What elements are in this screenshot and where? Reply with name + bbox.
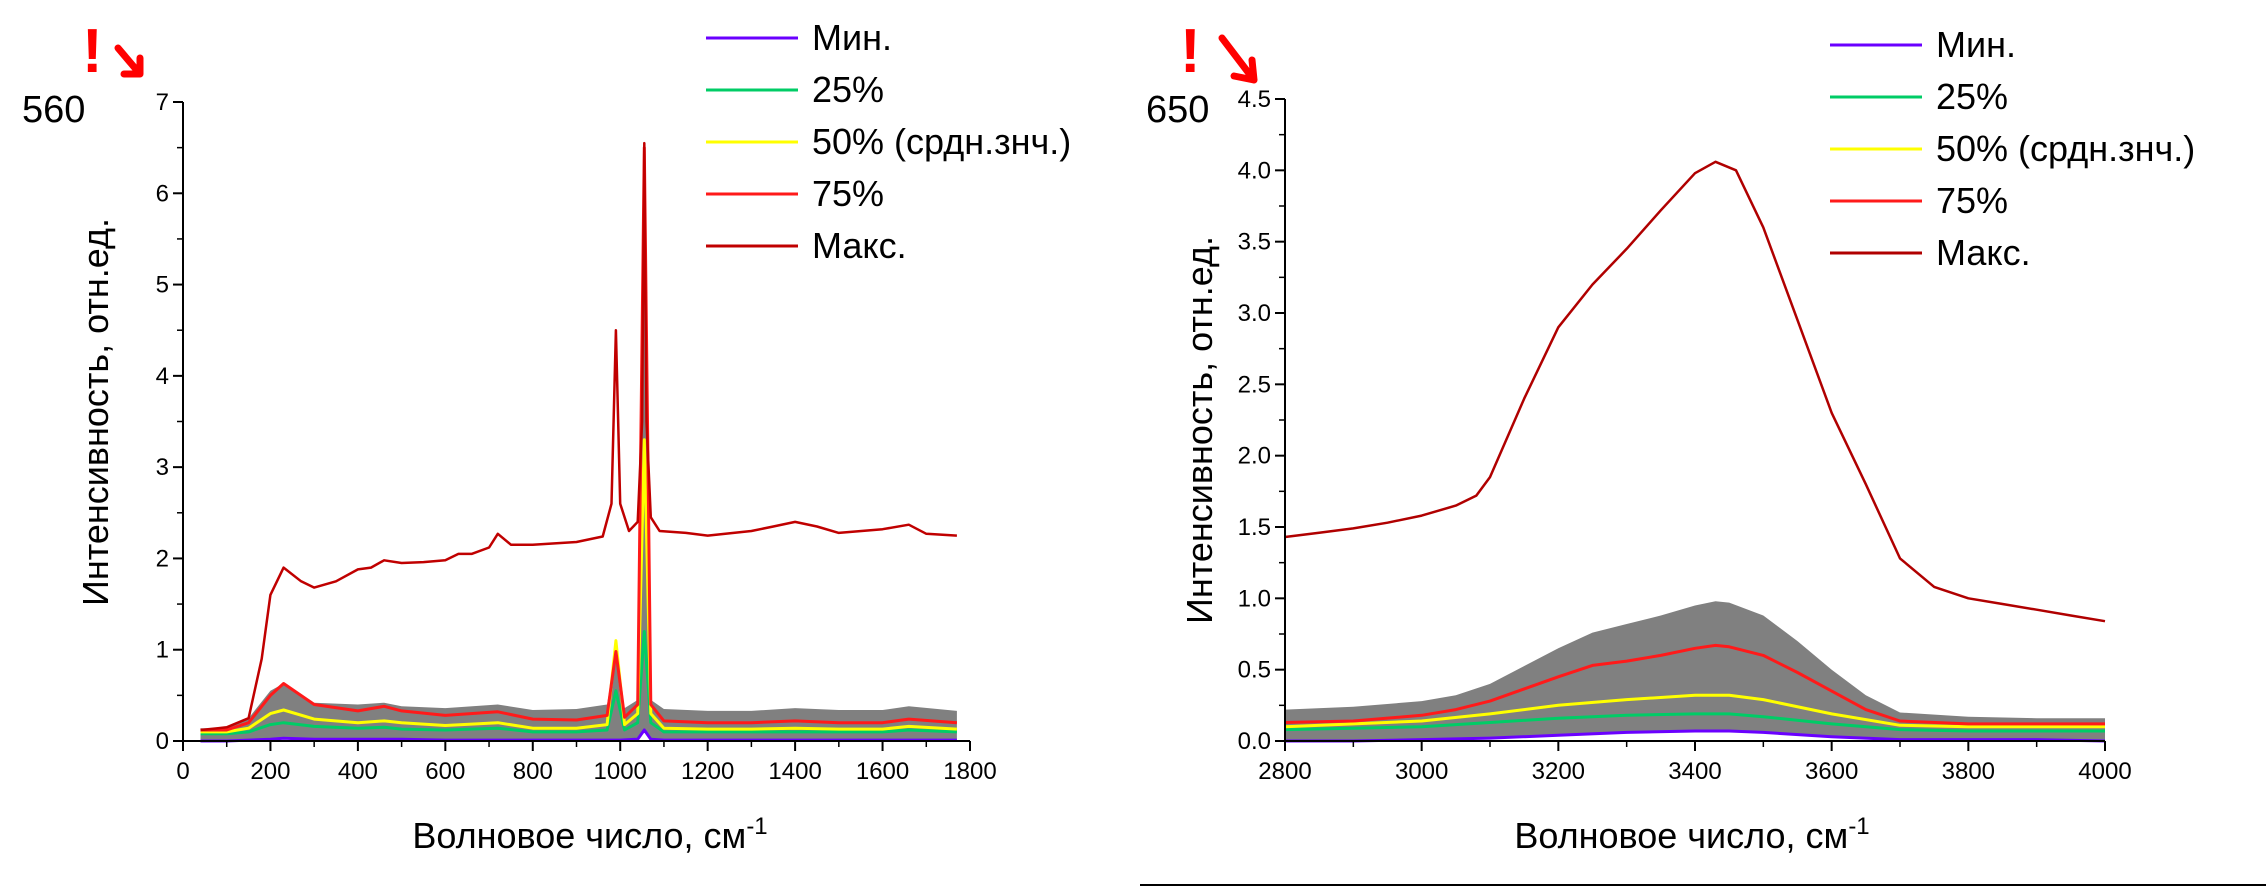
x-tick-label-left: 1400 [768, 758, 821, 785]
y-tick-label-left: 1 [156, 637, 169, 664]
legend-label-1-right: 25% [1936, 76, 2008, 117]
x-tick-label-left: 1000 [594, 758, 647, 785]
x-tick-label-right: 3000 [1395, 758, 1448, 785]
x-tick-label-left: 800 [513, 758, 553, 785]
red-arrow-icon-left [114, 44, 144, 78]
y-tick-label-right: 2.0 [1238, 443, 1271, 470]
x-axis-label-right: Волновое число, см-1 [1514, 813, 1869, 856]
x-tick-label-left: 600 [425, 758, 465, 785]
y-tick-label-right: 3.5 [1238, 229, 1271, 256]
y-tick-label-right: 4.0 [1238, 157, 1271, 184]
series-line-2-left [200, 438, 957, 734]
percentile-band-right [1285, 601, 2105, 741]
legend-label-0-right: Мин. [1936, 24, 2016, 65]
y-tick-label-left: 0 [156, 728, 169, 755]
x-tick-label-right: 4000 [2078, 758, 2131, 785]
x-axis-label-sup-left: -1 [746, 813, 767, 840]
exclamation-mark-left: ! [82, 17, 103, 86]
x-axis-label-text-left: Волновое число, см [412, 815, 746, 856]
x-tick-label-right: 3800 [1942, 758, 1995, 785]
series-line-3-left [200, 146, 958, 732]
chart-right: 0.0 0.5 1.0 1.5 2.0 2.5 3.0 3.5 4.0 4.5 2800 3000 32… [1146, 17, 2195, 856]
y-tick-label-left: 7 [156, 89, 169, 116]
x-tick-label-left: 400 [338, 758, 378, 785]
y-tick-label-right: 1.5 [1238, 514, 1271, 541]
legend-label-4-left: Макс. [812, 225, 907, 266]
legend-label-3-right: 75% [1936, 180, 2008, 221]
x-tick-label-right: 3400 [1668, 758, 1721, 785]
y-tick-label-right: 0.5 [1238, 657, 1271, 684]
series-line-1-right [1284, 712, 2105, 733]
series-line-4-left [200, 141, 957, 732]
x-tick-label-left: 1600 [856, 758, 909, 785]
x-tick-label-left: 200 [250, 758, 290, 785]
y-axis-label-right: Интенсивность, отн.ед. [1179, 236, 1220, 624]
y-tick-label-left: 6 [156, 180, 169, 207]
x-axis-label-sup-right: -1 [1848, 813, 1869, 840]
x-tick-label-right: 2800 [1258, 758, 1311, 785]
legend-label-3-left: 75% [812, 173, 884, 214]
y-tick-label-left: 4 [156, 363, 169, 390]
x-tick-label-left: 1800 [943, 758, 996, 785]
legend-label-2-right: 50% (срдн.знч.) [1936, 128, 2195, 169]
y-tick-label-left: 5 [156, 272, 169, 299]
y-tick-label-left: 2 [156, 545, 169, 572]
y-axis-label-left: Интенсивность, отн.ед. [75, 218, 116, 606]
corner-label-left: 560 [22, 89, 85, 131]
x-tick-label-left: 1200 [681, 758, 734, 785]
series-line-3-right [1284, 643, 2105, 726]
series-line-1-left [200, 630, 957, 736]
red-arrow-icon-right [1218, 34, 1258, 84]
y-tick-label-right: 3.0 [1238, 300, 1271, 327]
y-tick-label-right: 1.0 [1238, 585, 1271, 612]
y-tick-label-right: 2.5 [1238, 371, 1271, 398]
chart-left: 0 1 2 3 4 5 6 7 0 200 400 600 800 1000 1200 1400 1600 180… [22, 17, 1071, 856]
series-line-0-right [1285, 729, 2106, 743]
y-tick-label-right: 4.5 [1238, 86, 1271, 113]
y-tick-label-right: 0.0 [1238, 728, 1271, 755]
x-axis-label-text-right: Волновое число, см [1514, 815, 1848, 856]
legend-label-2-left: 50% (срдн.знч.) [812, 121, 1071, 162]
legend-label-4-right: Макс. [1936, 232, 2031, 273]
x-tick-label-right: 3200 [1532, 758, 1585, 785]
series-line-2-right [1284, 693, 2105, 729]
legend-label-0-left: Мин. [812, 17, 892, 58]
x-tick-label-right: 3600 [1805, 758, 1858, 785]
x-axis-label-left: Волновое число, см-1 [412, 813, 767, 856]
series-line-4-right [1284, 160, 2106, 623]
legend-label-1-left: 25% [812, 69, 884, 110]
y-tick-label-left: 3 [156, 454, 169, 481]
exclamation-mark-right: ! [1180, 17, 1201, 86]
x-tick-label-left: 0 [176, 758, 189, 785]
corner-label-right: 650 [1146, 89, 1209, 131]
